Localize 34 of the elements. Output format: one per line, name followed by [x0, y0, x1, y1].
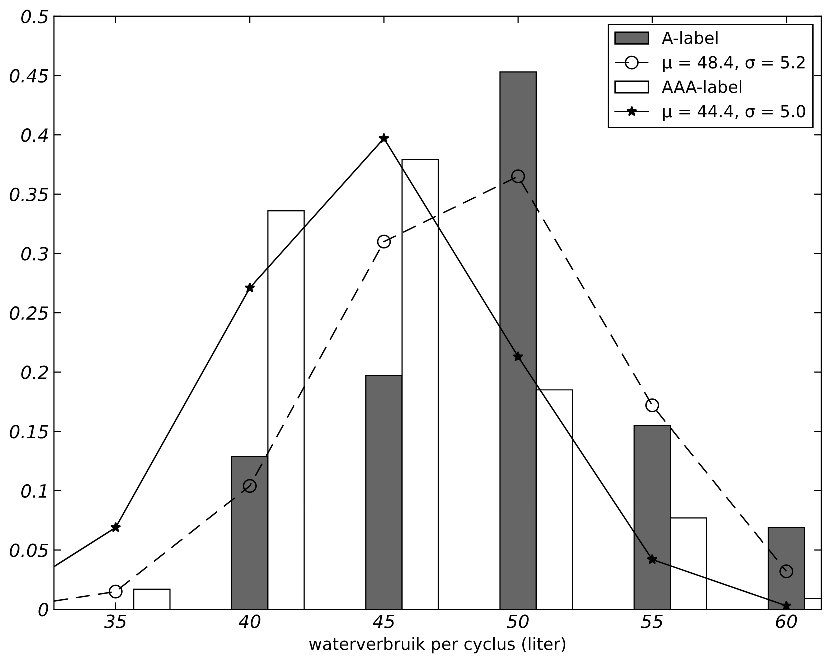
y-tick-label: 0.3 — [22, 247, 48, 261]
legend-label: μ = 44.4, σ = 5.0 — [663, 105, 806, 121]
point — [513, 351, 524, 362]
point — [108, 584, 123, 599]
x-tick-label: 35 — [104, 614, 126, 628]
x-tick-label: 55 — [641, 614, 663, 628]
legend-label: AAA-label — [662, 80, 742, 94]
point — [780, 564, 794, 579]
point — [244, 282, 256, 293]
x-tick-label: 60 — [776, 614, 798, 628]
x-tick-label: 40 — [238, 614, 261, 628]
point — [647, 554, 658, 564]
point — [781, 600, 792, 610]
y-tick-label: 0.5 — [22, 10, 48, 24]
point — [243, 479, 257, 494]
y-tick-label: 0.2 — [22, 366, 48, 380]
y-tick-label: 0.1 — [22, 484, 47, 498]
y-tick-label: 0.05 — [10, 544, 48, 558]
point — [378, 133, 390, 144]
x-tick-label: 50 — [507, 614, 529, 628]
y-tick-label: 0.4 — [22, 128, 48, 142]
y-tick-label: 0.25 — [10, 306, 48, 320]
legend-label: A-label — [662, 31, 718, 44]
x-axis-title: waterverbruik per cyclus (liter) — [309, 637, 566, 654]
point — [377, 234, 392, 249]
legend-label: μ = 48.4, σ = 5.2 — [663, 56, 805, 72]
point — [646, 398, 660, 412]
y-tick-label: 0 — [38, 603, 48, 617]
point — [511, 170, 526, 184]
x-tick-label: 45 — [373, 614, 395, 628]
y-tick-label: 0.15 — [10, 425, 48, 439]
point — [110, 522, 122, 532]
y-tick-label: 0.35 — [10, 188, 48, 202]
y-tick-label: 0.45 — [10, 69, 48, 83]
